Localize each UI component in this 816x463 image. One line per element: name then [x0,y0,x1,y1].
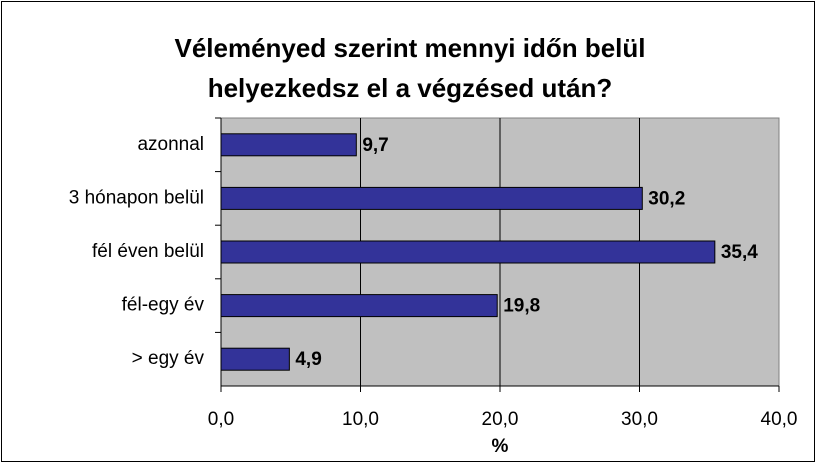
value-label: 19,8 [503,296,540,317]
y-tick-label: fél éven belül [92,241,204,262]
value-label: 35,4 [721,242,758,263]
x-axis-label: % [492,436,509,457]
bar [220,186,643,210]
y-tick-label: > egy év [132,348,205,369]
chart-title: helyezkedsz el a végzésed után? [208,73,613,103]
bar [220,347,290,371]
x-tick-label: 0,0 [208,409,234,430]
bar [220,240,716,264]
value-label: 30,2 [648,188,685,209]
x-tick-label: 10,0 [342,409,379,430]
value-label: 4,9 [295,349,321,370]
y-tick-label: 3 hónapon belül [69,187,204,208]
bar [220,133,357,157]
x-tick-label: 40,0 [761,409,798,430]
bar [220,294,498,318]
y-tick-label: fél-egy év [122,295,205,316]
value-label: 9,7 [362,135,388,156]
y-tick-label: azonnal [137,134,204,155]
x-tick-label: 30,0 [621,409,658,430]
chart-title: Véleményed szerint mennyi időn belül [174,33,645,63]
x-tick-label: 20,0 [482,409,519,430]
